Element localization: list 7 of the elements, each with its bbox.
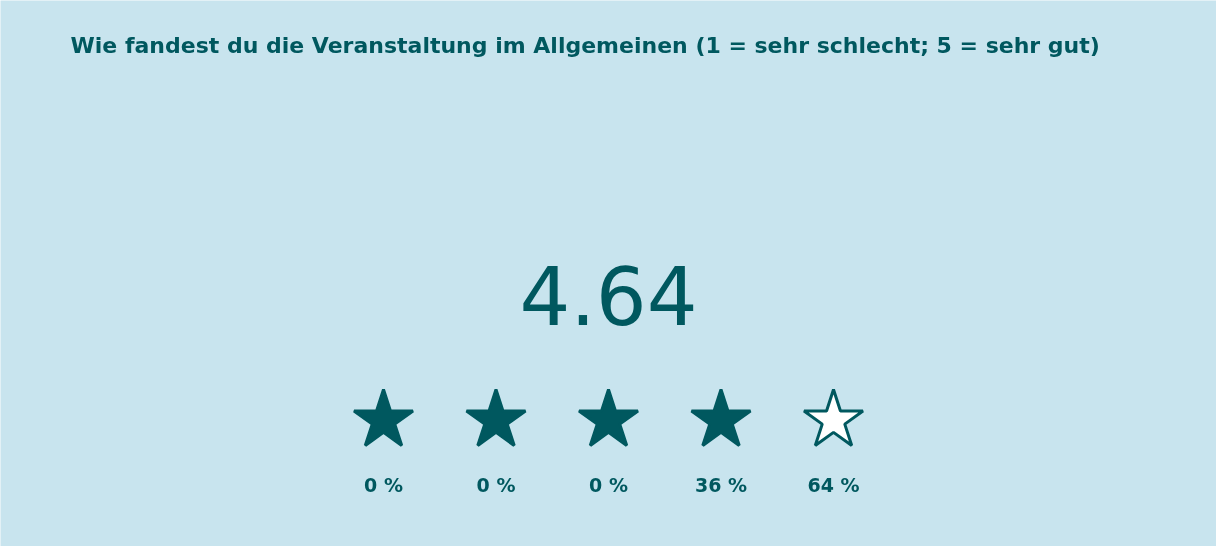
text: 4.64 — [519, 251, 698, 344]
data-label: 64 % — [807, 473, 860, 496]
text: Wie fandest du die Veranstaltung im Allgemeinen (1 = sehr schlecht; 5 = sehr gut) — [70, 32, 1100, 58]
data-label: 36 % — [694, 473, 748, 496]
data-label: 0 % — [589, 473, 628, 496]
data-label: 0 % — [364, 473, 403, 496]
data-label: 0 % — [476, 473, 516, 496]
